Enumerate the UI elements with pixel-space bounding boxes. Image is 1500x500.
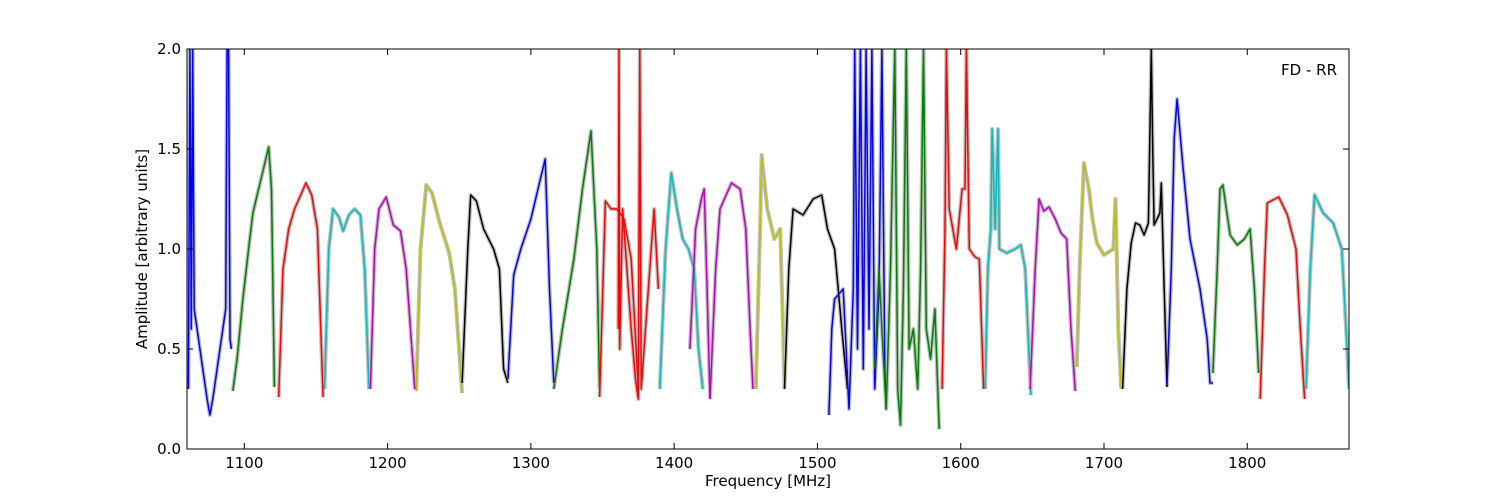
x-axis-label: Frequency [MHz] — [705, 472, 831, 490]
envelope-18 — [940, 49, 986, 390]
envelope-21 — [1074, 161, 1124, 390]
series-line-19 — [984, 128, 1032, 396]
envelope-11 — [657, 171, 705, 390]
x-tick-label: 1200 — [368, 454, 406, 472]
envelope-22 — [1120, 49, 1169, 390]
x-tick-label: 1100 — [225, 454, 263, 472]
x-tick-label: 1400 — [655, 454, 693, 472]
series-line-11 — [659, 172, 704, 390]
envelope-0 — [187, 49, 234, 417]
series-line-9 — [598, 200, 640, 398]
series-line-13 — [709, 182, 754, 400]
x-tick-label: 1800 — [1228, 454, 1266, 472]
series-line-14 — [755, 154, 786, 390]
series-line-16 — [828, 49, 887, 416]
series-line-21 — [1076, 162, 1122, 390]
series-layer — [187, 49, 1349, 430]
envelope-1 — [230, 145, 277, 392]
series-line-25 — [1259, 196, 1306, 400]
series-line-15 — [783, 194, 849, 390]
x-axis: 1100 1200 1300 1400 1500 1600 1700 1800 — [225, 49, 1266, 472]
series-line-12 — [689, 188, 711, 400]
series-line-6 — [461, 194, 509, 384]
series-line-23 — [1166, 98, 1213, 386]
x-tick-label: 1600 — [942, 454, 980, 472]
series-line-8 — [553, 130, 601, 390]
series-line-2 — [277, 182, 324, 398]
y-tick-label: 1.5 — [157, 140, 181, 158]
series-line-3 — [323, 208, 370, 390]
y-tick-label: 0.5 — [157, 340, 181, 358]
x-tick-label: 1700 — [1085, 454, 1123, 472]
y-tick-label: 0.0 — [157, 440, 181, 458]
annotation-label: FD - RR — [1281, 61, 1337, 79]
y-tick-label: 1.0 — [157, 240, 181, 258]
y-axis-label: Amplitude [arbitrary units] — [133, 149, 151, 349]
envelope-2 — [276, 181, 326, 398]
x-tick-label: 1300 — [512, 454, 550, 472]
envelope-14 — [753, 153, 787, 390]
series-line-20 — [1029, 198, 1077, 392]
series-line-0 — [187, 49, 233, 416]
series-line-24 — [1212, 184, 1260, 374]
x-tick-label: 1500 — [798, 454, 836, 472]
series-line-5 — [415, 184, 463, 394]
y-tick-label: 2.0 — [157, 40, 181, 58]
series-line-10 — [617, 49, 660, 400]
envelope-13 — [708, 181, 755, 400]
envelope-16 — [826, 49, 889, 416]
y-axis: 0.0 0.5 1.0 1.5 2.0 — [157, 40, 1349, 458]
series-line-26 — [1305, 194, 1349, 390]
series-line-4 — [369, 196, 416, 390]
series-line-7 — [507, 158, 555, 384]
series-line-22 — [1121, 49, 1168, 390]
series-line-1 — [232, 146, 276, 392]
series-line-18 — [941, 49, 985, 390]
series-line-17 — [873, 49, 940, 430]
